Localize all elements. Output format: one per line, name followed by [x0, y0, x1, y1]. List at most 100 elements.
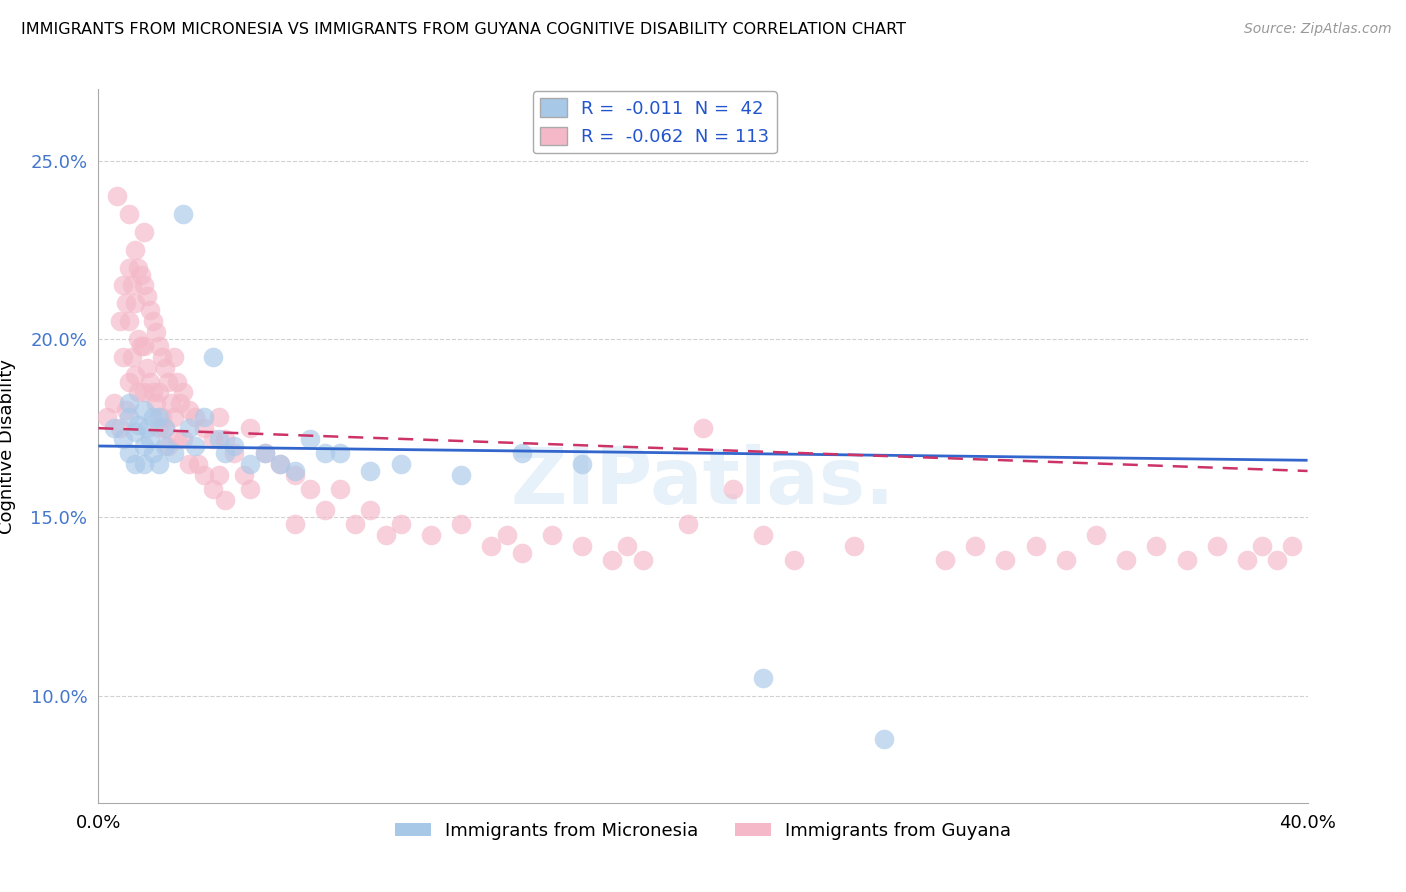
Point [193, 467, 215, 482]
Point [284, 464, 307, 478]
Point [1267, 553, 1289, 567]
Point [108, 421, 131, 435]
Point [166, 375, 188, 389]
Point [163, 446, 186, 460]
Point [114, 296, 136, 310]
Point [184, 410, 207, 425]
Point [153, 421, 176, 435]
Point [118, 446, 141, 460]
Point [150, 350, 173, 364]
Point [135, 360, 157, 375]
Point [208, 410, 231, 425]
Point [124, 425, 146, 439]
Point [111, 432, 134, 446]
Point [145, 396, 167, 410]
Point [873, 731, 896, 746]
Legend: Immigrants from Micronesia, Immigrants from Guyana: Immigrants from Micronesia, Immigrants f… [388, 815, 1018, 847]
Point [148, 385, 170, 400]
Point [1206, 539, 1229, 553]
Point [111, 350, 134, 364]
Point [224, 439, 246, 453]
Point [450, 467, 472, 482]
Point [139, 303, 162, 318]
Point [571, 457, 593, 471]
Point [208, 432, 231, 446]
Point [540, 528, 562, 542]
Point [148, 410, 170, 425]
Point [148, 421, 170, 435]
Point [127, 417, 149, 432]
Point [1115, 553, 1137, 567]
Point [156, 375, 179, 389]
Point [1024, 539, 1046, 553]
Point [121, 278, 143, 293]
Point [232, 467, 254, 482]
Point [127, 385, 149, 400]
Point [239, 457, 262, 471]
Point [224, 446, 246, 460]
Point [118, 207, 141, 221]
Point [129, 268, 152, 282]
Point [142, 314, 165, 328]
Point [139, 432, 162, 446]
Point [121, 350, 143, 364]
Point [329, 446, 352, 460]
Point [934, 553, 956, 567]
Point [214, 492, 236, 507]
Point [127, 260, 149, 275]
Point [253, 446, 276, 460]
Point [202, 482, 225, 496]
Point [783, 553, 806, 567]
Point [676, 517, 699, 532]
Point [389, 457, 412, 471]
Point [965, 539, 987, 553]
Point [284, 467, 307, 482]
Point [145, 325, 167, 339]
Point [616, 539, 638, 553]
Point [103, 396, 125, 410]
Point [169, 396, 191, 410]
Point [193, 410, 215, 425]
Point [269, 457, 291, 471]
Point [124, 457, 146, 471]
Point [124, 368, 146, 382]
Point [602, 553, 624, 567]
Point [202, 350, 225, 364]
Point [752, 671, 775, 685]
Point [127, 332, 149, 346]
Point [172, 432, 194, 446]
Point [135, 289, 157, 303]
Point [118, 260, 141, 275]
Point [132, 403, 155, 417]
Point [202, 432, 225, 446]
Y-axis label: Cognitive Disability: Cognitive Disability [0, 359, 17, 533]
Point [160, 396, 183, 410]
Point [1251, 539, 1274, 553]
Point [269, 457, 291, 471]
Point [179, 421, 201, 435]
Point [179, 457, 201, 471]
Point [132, 339, 155, 353]
Point [148, 457, 170, 471]
Point [118, 396, 141, 410]
Point [844, 539, 866, 553]
Point [1236, 553, 1258, 567]
Point [510, 446, 533, 460]
Point [299, 482, 322, 496]
Point [163, 350, 186, 364]
Point [723, 482, 745, 496]
Point [208, 467, 231, 482]
Point [139, 375, 162, 389]
Point [163, 410, 186, 425]
Point [1085, 528, 1108, 542]
Point [111, 278, 134, 293]
Point [420, 528, 443, 542]
Point [450, 517, 472, 532]
Point [166, 432, 188, 446]
Point [172, 385, 194, 400]
Point [752, 528, 775, 542]
Point [172, 207, 194, 221]
Point [1281, 539, 1303, 553]
Point [1054, 553, 1077, 567]
Point [284, 517, 307, 532]
